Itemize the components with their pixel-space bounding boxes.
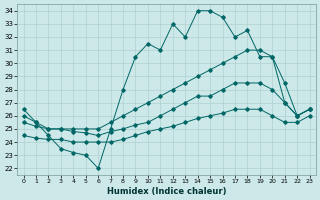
X-axis label: Humidex (Indice chaleur): Humidex (Indice chaleur)	[107, 187, 226, 196]
